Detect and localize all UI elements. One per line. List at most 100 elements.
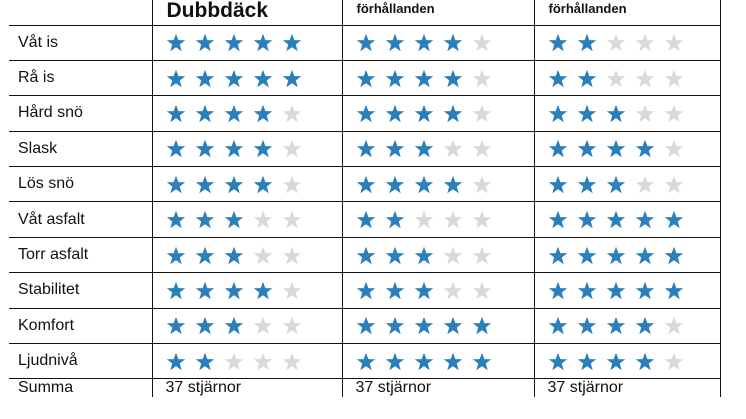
star-filled-icon <box>195 246 215 265</box>
star-rating-cell <box>533 236 721 274</box>
star-filled-icon <box>548 246 568 265</box>
star-empty-icon <box>635 175 655 194</box>
star-filled-icon <box>195 316 215 335</box>
star-empty-icon <box>664 316 684 335</box>
star-filled-icon <box>253 33 273 52</box>
star-filled-icon <box>356 175 376 194</box>
star-filled-icon <box>282 33 302 52</box>
star-filled-icon <box>577 69 597 88</box>
star-filled-icon <box>606 281 626 300</box>
star-empty-icon <box>472 210 492 229</box>
star-filled-icon <box>414 281 434 300</box>
star-rating-cell <box>341 166 535 203</box>
star-empty-icon <box>664 175 684 194</box>
star-filled-icon <box>166 352 186 371</box>
star-filled-icon <box>356 352 376 371</box>
star-empty-icon <box>606 33 626 52</box>
star-filled-icon <box>224 316 244 335</box>
star-filled-icon <box>224 69 244 88</box>
star-empty-icon <box>664 104 684 123</box>
star-rating-cell <box>533 24 721 61</box>
table-row: Våt asfalt <box>9 201 721 238</box>
row-label: Hård snö <box>9 95 153 132</box>
star-filled-icon <box>356 33 376 52</box>
star-filled-icon <box>414 175 434 194</box>
star-empty-icon <box>472 104 492 123</box>
star-filled-icon <box>224 33 244 52</box>
star-filled-icon <box>282 69 302 88</box>
star-filled-icon <box>385 69 405 88</box>
star-filled-icon <box>166 69 186 88</box>
star-empty-icon <box>224 352 244 371</box>
table-row: Lös snö <box>9 166 721 203</box>
star-filled-icon <box>635 352 655 371</box>
star-filled-icon <box>548 352 568 371</box>
star-rating-cell <box>151 130 343 168</box>
star-filled-icon <box>443 104 463 123</box>
star-filled-icon <box>356 246 376 265</box>
star-filled-icon <box>385 175 405 194</box>
star-filled-icon <box>385 352 405 371</box>
star-empty-icon <box>635 69 655 88</box>
star-filled-icon <box>577 352 597 371</box>
summary-label: Summa <box>9 378 153 398</box>
summary-value: 37 stjärnor <box>151 378 343 398</box>
star-rating-cell <box>151 272 343 309</box>
star-filled-icon <box>443 352 463 371</box>
star-filled-icon <box>195 69 215 88</box>
star-filled-icon <box>253 175 273 194</box>
star-empty-icon <box>253 246 273 265</box>
star-filled-icon <box>385 210 405 229</box>
star-rating-cell <box>533 95 721 132</box>
column-header-1: Dubbdäck <box>151 0 343 26</box>
tire-comparison-table: Dubbdäck förhållanden förhållanden Våt i… <box>9 0 721 419</box>
star-filled-icon <box>548 316 568 335</box>
star-empty-icon <box>282 139 302 158</box>
star-filled-icon <box>548 281 568 300</box>
star-rating-cell <box>341 24 535 61</box>
star-rating-cell <box>533 166 721 203</box>
star-filled-icon <box>166 281 186 300</box>
star-empty-icon <box>282 246 302 265</box>
star-filled-icon <box>356 104 376 123</box>
star-rating-cell <box>341 130 535 168</box>
star-filled-icon <box>664 210 684 229</box>
star-filled-icon <box>385 33 405 52</box>
star-filled-icon <box>253 139 273 158</box>
star-rating-cell <box>151 201 343 238</box>
star-filled-icon <box>166 175 186 194</box>
row-label: Slask <box>9 130 153 168</box>
star-empty-icon <box>664 352 684 371</box>
star-empty-icon <box>443 210 463 229</box>
star-filled-icon <box>635 281 655 300</box>
star-empty-icon <box>664 33 684 52</box>
star-filled-icon <box>385 139 405 158</box>
star-filled-icon <box>224 139 244 158</box>
table-row: Torr asfalt <box>9 236 721 274</box>
star-empty-icon <box>253 352 273 371</box>
star-filled-icon <box>195 175 215 194</box>
star-filled-icon <box>606 352 626 371</box>
star-empty-icon <box>472 139 492 158</box>
star-filled-icon <box>356 281 376 300</box>
star-filled-icon <box>224 246 244 265</box>
star-empty-icon <box>443 281 463 300</box>
star-filled-icon <box>166 104 186 123</box>
star-empty-icon <box>635 104 655 123</box>
star-filled-icon <box>414 139 434 158</box>
rating-table: Dubbdäck förhållanden förhållanden Våt i… <box>9 0 721 398</box>
table-row: Ljudnivå <box>9 343 721 380</box>
star-rating-cell <box>151 59 343 97</box>
header-corner <box>9 0 153 26</box>
star-filled-icon <box>548 69 568 88</box>
table-row: Rå is <box>9 59 721 97</box>
star-filled-icon <box>472 352 492 371</box>
star-filled-icon <box>195 352 215 371</box>
star-filled-icon <box>606 316 626 335</box>
star-filled-icon <box>385 316 405 335</box>
star-filled-icon <box>166 210 186 229</box>
star-rating-cell <box>341 59 535 97</box>
star-filled-icon <box>253 281 273 300</box>
star-rating-cell <box>341 272 535 309</box>
star-filled-icon <box>253 69 273 88</box>
